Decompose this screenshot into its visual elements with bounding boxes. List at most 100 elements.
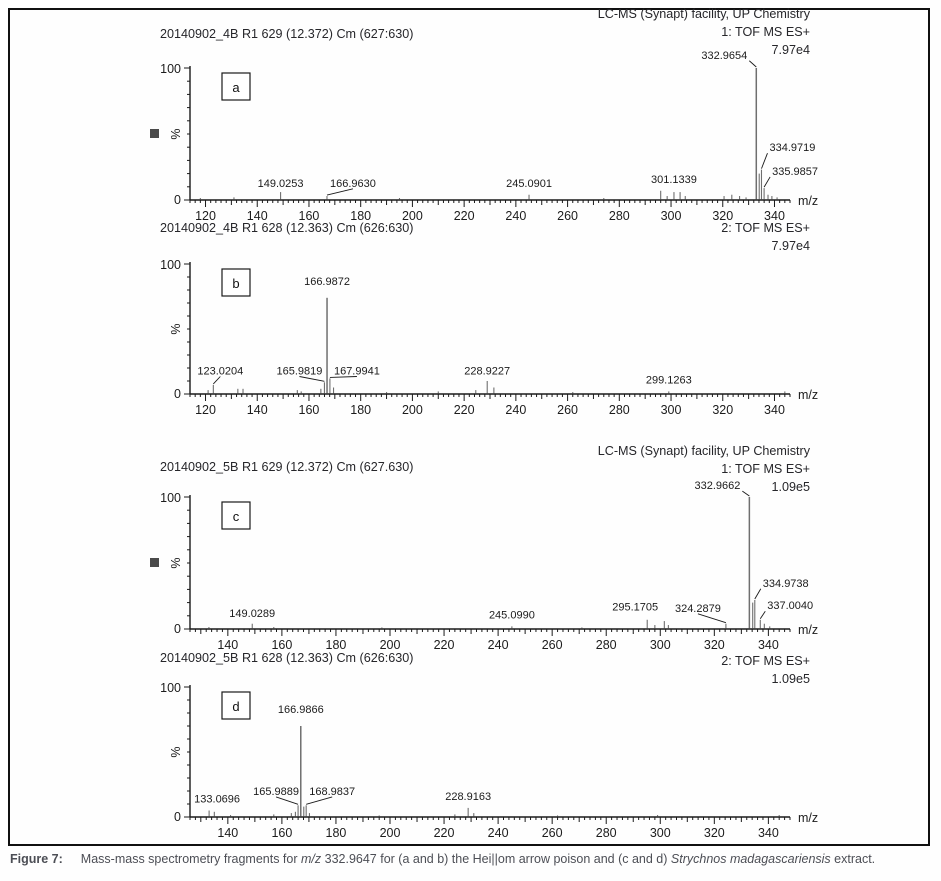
x-tick-label: 260 — [557, 209, 578, 223]
panel-a-instrument-header: LC-MS (Synapt) facility, UP Chemistry 1:… — [598, 5, 810, 59]
x-tick-label: 280 — [596, 638, 617, 652]
x-tick-label: 280 — [609, 209, 630, 223]
peak-label: 324.2879 — [675, 603, 721, 615]
x-tick-label: 320 — [712, 403, 733, 417]
panel-letter: a — [232, 80, 240, 95]
function-label: 2: TOF MS ES+ — [721, 654, 810, 668]
x-tick-label: 200 — [380, 826, 401, 840]
x-tick-label: 180 — [326, 826, 347, 840]
x-tick-label: 140 — [247, 403, 268, 417]
panel-letter: d — [232, 699, 239, 714]
x-tick-label: 120 — [195, 403, 216, 417]
peak-label-pointer — [275, 796, 299, 805]
y-axis-percent-label: % — [169, 557, 183, 568]
x-tick-label: 320 — [704, 826, 725, 840]
panel-a-dataset-header: 20140902_4B R1 629 (12.372) Cm (627:630) — [160, 27, 414, 41]
peak-label: 245.0901 — [506, 178, 552, 190]
x-tick-label: 200 — [402, 209, 423, 223]
peak-label-pointer — [306, 796, 333, 805]
x-tick-label: 180 — [326, 638, 347, 652]
x-tick-label: 340 — [758, 638, 779, 652]
intensity-label: 7.97e4 — [771, 43, 810, 57]
peak-label: 295.1705 — [612, 602, 658, 614]
x-tick-label: 140 — [217, 826, 238, 840]
function-label: 1: TOF MS ES+ — [721, 462, 810, 476]
peak-label: 149.0253 — [258, 178, 304, 190]
x-tick-label: 260 — [557, 403, 578, 417]
figure-caption-label: Figure 7: — [10, 852, 63, 866]
x-tick-label: 140 — [217, 638, 238, 652]
figure-caption-text: Mass-mass spectrometry fragments for m/z… — [81, 852, 875, 866]
caption-italic-mz: m/z — [301, 852, 322, 866]
panel-d-dataset-header: 20140902_5B R1 628 (12.363) Cm (626:630) — [160, 651, 414, 665]
panel-letter: b — [232, 276, 239, 291]
peak-label: 245.0990 — [489, 609, 535, 621]
peak-label: 168.9837 — [309, 786, 355, 798]
peak-label-pointer — [329, 376, 357, 378]
y-min-label: 0 — [174, 387, 181, 401]
x-tick-label: 260 — [542, 826, 563, 840]
panel-b-instrument-header: 2: TOF MS ES+ 7.97e4 — [721, 219, 810, 255]
peak-label: 332.9662 — [694, 480, 740, 492]
peak-label-pointer — [754, 588, 762, 600]
x-tick-label: 140 — [247, 209, 268, 223]
peak-label: 166.9866 — [278, 704, 324, 716]
x-tick-label: 320 — [704, 638, 725, 652]
figure-border — [8, 8, 930, 846]
x-tick-label: 280 — [609, 403, 630, 417]
peak-label: 165.9819 — [276, 366, 322, 378]
caption-segment: extract. — [830, 852, 876, 866]
peak-label: 228.9227 — [464, 366, 510, 378]
peak-label: 149.0289 — [229, 608, 275, 620]
peak-label: 334.9719 — [769, 142, 815, 154]
peak-label: 133.0696 — [194, 794, 240, 806]
y-min-label: 0 — [174, 810, 181, 824]
peak-label: 337.0040 — [767, 600, 813, 612]
x-tick-label: 300 — [661, 403, 682, 417]
x-tick-label: 160 — [271, 826, 292, 840]
y-max-label: 100 — [160, 681, 181, 695]
x-tick-label: 160 — [271, 638, 292, 652]
peak-label-pointer — [299, 376, 325, 382]
x-tick-label: 180 — [350, 403, 371, 417]
panel-letter-box — [221, 691, 251, 720]
panel-b-dataset-header: 20140902_4B R1 628 (12.363) Cm (626:630) — [160, 221, 414, 235]
x-tick-label: 240 — [488, 638, 509, 652]
caption-segment: Mass-mass spectrometry fragments for — [80, 852, 301, 866]
x-tick-label: 240 — [488, 826, 509, 840]
panel-c-dataset-header: 20140902_5B R1 629 (12.372) Cm (627.630) — [160, 460, 414, 474]
caption-segment: 332.9647 for (a and b) the Hei||om arrow… — [321, 852, 671, 866]
panel-letter: c — [233, 509, 240, 524]
peak-label: 165.9889 — [253, 786, 299, 798]
x-tick-label: 320 — [712, 209, 733, 223]
spectrum-marker-square-icon — [150, 129, 159, 138]
panel-letter-box — [221, 501, 251, 530]
x-tick-label: 200 — [402, 403, 423, 417]
peak-label: 166.9630 — [330, 178, 376, 190]
intensity-label: 7.97e4 — [771, 239, 810, 253]
y-axis-percent-label: % — [169, 128, 183, 139]
x-tick-label: 220 — [434, 826, 455, 840]
y-min-label: 0 — [174, 622, 181, 636]
panel-a-spectrum: 120 140 160 180 200 220 240 260 280 300 320 340 100 0… — [150, 50, 818, 223]
x-tick-label: 240 — [505, 403, 526, 417]
x-axis-unit-label: m/z — [798, 388, 818, 402]
peak-label: 166.9872 — [304, 276, 350, 288]
panel-c-instrument-header: LC-MS (Synapt) facility, UP Chemistry 1:… — [598, 442, 810, 496]
x-tick-label: 300 — [650, 638, 671, 652]
x-tick-label: 220 — [434, 638, 455, 652]
peak-label: 334.9738 — [763, 578, 809, 590]
intensity-label: 1.09e5 — [771, 672, 810, 686]
x-tick-label: 280 — [596, 826, 617, 840]
panel-b-spectrum: 120 140 160 180 200 220 240 260 280 300 320 340 100 0… — [160, 258, 818, 417]
peak-label-pointer — [763, 176, 771, 188]
x-tick-label: 300 — [650, 826, 671, 840]
peak-label: 301.1339 — [651, 174, 697, 186]
intensity-label: 1.09e5 — [771, 480, 810, 494]
facility-label: LC-MS (Synapt) facility, UP Chemistry — [597, 7, 810, 21]
panel-letter-box — [221, 72, 251, 101]
x-tick-label: 240 — [505, 209, 526, 223]
x-tick-label: 120 — [195, 209, 216, 223]
peak-label-pointer — [326, 188, 354, 196]
